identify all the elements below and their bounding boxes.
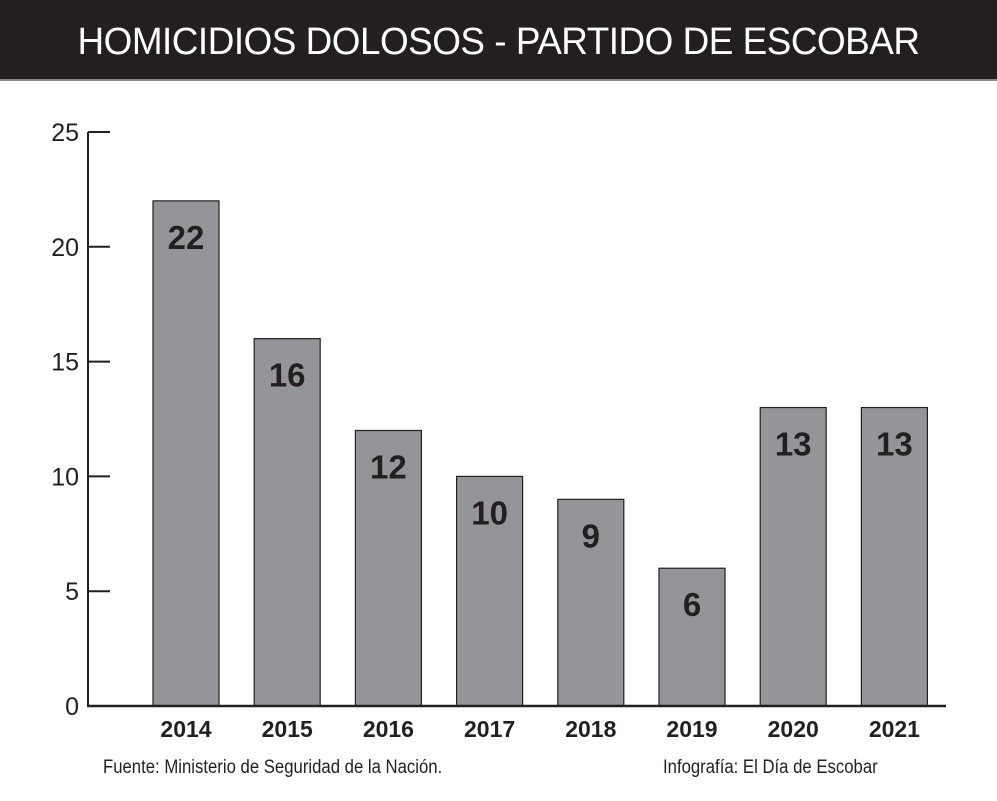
chart-title: HOMICIDIOS DOLOSOS - PARTIDO DE ESCOBAR [77, 21, 920, 63]
bar-2014 [152, 200, 220, 707]
axes: 0 5 10 15 20 25 [51, 119, 946, 721]
data-label-2020: 13 [775, 426, 812, 463]
y-tick-label: 10 [51, 463, 79, 491]
x-tick-label: 2015 [262, 716, 313, 742]
bar-2017 [456, 475, 524, 707]
credit-note: Infografía: El Día de Escobar [663, 757, 878, 778]
data-label-2021: 13 [876, 426, 913, 463]
data-label-2015: 16 [269, 357, 306, 394]
data-label-2019: 6 [683, 586, 701, 623]
x-tick-label: 2018 [565, 716, 616, 742]
labels: 22 2014 16 2015 12 2016 10 2017 9 2018 6 2019 13 2020… [160, 219, 920, 742]
x-tick-label: 2017 [464, 716, 515, 742]
x-tick-label: 2014 [160, 716, 211, 742]
bar-2018 [557, 498, 625, 707]
data-label-2014: 22 [168, 219, 205, 256]
source-note: Fuente: Ministerio de Seguridad de la Na… [103, 757, 443, 778]
bars [152, 200, 929, 707]
data-label-2017: 10 [471, 494, 508, 531]
x-tick-label: 2016 [363, 716, 414, 742]
bar-2016 [354, 429, 422, 707]
bar-2019 [658, 567, 726, 707]
x-tick-label: 2020 [768, 716, 819, 742]
y-tick-label: 15 [51, 349, 79, 377]
y-tick-label: 0 [65, 693, 79, 721]
y-tick-label: 5 [65, 578, 79, 606]
bar-2021 [860, 406, 929, 707]
data-label-2016: 12 [370, 448, 407, 485]
x-tick-label: 2019 [666, 716, 717, 742]
y-tick-label: 20 [51, 234, 79, 262]
x-tick-label: 2021 [869, 716, 920, 742]
title-banner: HOMICIDIOS DOLOSOS - PARTIDO DE ESCOBAR [0, 0, 997, 81]
bar-2015 [253, 338, 321, 707]
data-label-2018: 9 [582, 517, 600, 554]
y-tick-label: 25 [51, 119, 79, 147]
